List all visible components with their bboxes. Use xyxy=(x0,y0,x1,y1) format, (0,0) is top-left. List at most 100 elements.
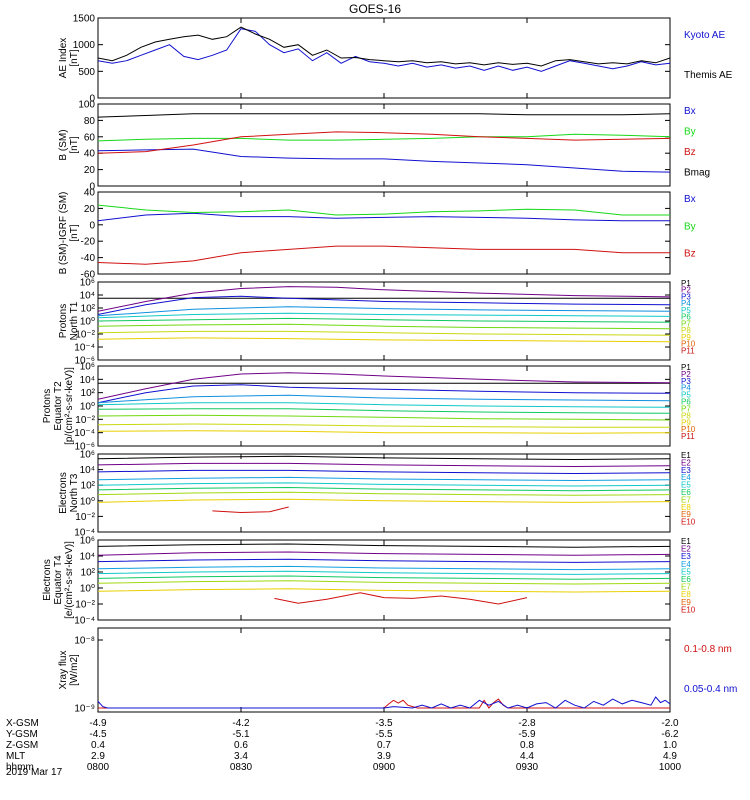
y-tick-label: 10⁻⁶ xyxy=(74,442,95,453)
series-line-E3 xyxy=(97,469,671,475)
y-tick-label: 10⁻⁹ xyxy=(74,704,95,715)
series-line-Bmag xyxy=(97,113,671,118)
series-line-P7 xyxy=(97,414,671,421)
panel-frame xyxy=(97,17,671,99)
legend-E6: E6 xyxy=(681,575,691,584)
y-tick-label: 10⁻² xyxy=(75,330,95,341)
panel-frame xyxy=(97,103,671,187)
y-tick-label: 40 xyxy=(84,188,96,199)
y-axis-label: Equator T2 xyxy=(53,381,64,431)
y-tick-label: 500 xyxy=(78,67,95,78)
series-line-Bx xyxy=(97,148,671,173)
y-tick-label: -20 xyxy=(81,237,96,248)
x-row-value: 2.9 xyxy=(91,751,105,762)
y-axis-label: [nT] xyxy=(69,49,80,66)
y-tick-label: 80 xyxy=(84,116,96,127)
series-line-Bz xyxy=(97,131,671,154)
y-axis-label: Electrons xyxy=(42,559,53,601)
x-row-value: -3.5 xyxy=(375,718,393,729)
x-row-value: 0.6 xyxy=(234,740,248,751)
series-line-P4 xyxy=(97,306,671,317)
panel-ae: 0 500 1000 1500 AE Index [nT] Kyoto AE Themis A… xyxy=(58,14,733,105)
y-axis-label: [p/(cm²-s-sr-keV)] xyxy=(64,367,75,445)
series-line-P8 xyxy=(97,423,670,428)
y-tick-label: 10⁻⁴ xyxy=(74,428,95,439)
series-line-E4 xyxy=(97,565,671,571)
legend-E4: E4 xyxy=(681,473,691,482)
y-tick-label: 10⁶ xyxy=(80,450,95,461)
legend-Bz: Bz xyxy=(684,147,696,158)
legend-E1: E1 xyxy=(681,451,691,460)
x-row-value: -4.5 xyxy=(89,729,107,740)
series-line-E8 xyxy=(97,498,671,503)
legend-E2: E2 xyxy=(681,545,691,554)
series-line-E2 xyxy=(97,462,671,468)
y-axis-label: [nT] xyxy=(69,224,80,241)
legend-Themis AE: Themis AE xyxy=(684,70,733,81)
x-row-value: 4.9 xyxy=(663,751,677,762)
y-tick-label: 10⁻⁴ xyxy=(74,528,95,539)
legend-Bx: Bx xyxy=(684,194,696,205)
y-tick-label: 10⁻² xyxy=(75,512,95,523)
x-row-value: -5.5 xyxy=(375,729,393,740)
legend-P6: P6 xyxy=(681,313,691,322)
plot-title: GOES-16 xyxy=(349,2,401,16)
panel-frame xyxy=(97,365,671,447)
series-line-E10 xyxy=(274,592,528,605)
legend-By: By xyxy=(684,127,696,138)
panel-bsm: 0 20 40 60 80 100 B (SM) [nT] Bx By Bz Bmag xyxy=(58,100,710,193)
series-line-Kyoto AE xyxy=(97,28,671,72)
x-row-value: -6.2 xyxy=(661,729,679,740)
x-row-value: 0830 xyxy=(230,762,253,773)
y-tick-label: 10⁴ xyxy=(80,552,95,563)
x-row-value: 0.4 xyxy=(91,740,105,751)
y-tick-label: 10⁰ xyxy=(80,317,95,328)
x-row-value: 1000 xyxy=(659,762,682,773)
series-line-By xyxy=(97,204,670,216)
x-row-label: Y-GSM xyxy=(6,729,38,740)
legend-P10: P10 xyxy=(681,340,696,349)
legend-E2: E2 xyxy=(681,458,691,467)
x-row-label: Z-GSM xyxy=(6,740,38,751)
y-tick-label: 10⁶ xyxy=(80,278,95,289)
x-row-value: 3.9 xyxy=(377,751,391,762)
legend-P5: P5 xyxy=(681,306,691,315)
legend-P8: P8 xyxy=(681,326,691,335)
series-line-P6 xyxy=(97,317,671,323)
x-row-value: -2.0 xyxy=(661,718,679,729)
x-row-value: -2.8 xyxy=(518,718,536,729)
series-line-P3 xyxy=(97,384,671,404)
series-line-P9 xyxy=(97,430,671,434)
series-line-Bz xyxy=(97,245,670,265)
legend-E8: E8 xyxy=(681,503,691,512)
y-tick-label: 10⁰ xyxy=(80,402,95,413)
y-tick-label: 20 xyxy=(84,165,96,176)
y-tick-label: 0 xyxy=(89,94,95,105)
legend-P7: P7 xyxy=(681,404,691,413)
series-line-P8 xyxy=(97,330,671,336)
y-tick-label: -40 xyxy=(81,253,96,264)
series-line-P5 xyxy=(97,312,671,319)
panel-frame xyxy=(97,281,671,361)
x-row-value: 3.4 xyxy=(234,751,248,762)
x-row-value: 0930 xyxy=(516,762,539,773)
series-line-Bx xyxy=(97,212,670,222)
legend-0.05-0.4 nm: 0.05-0.4 nm xyxy=(684,684,737,695)
legend-By: By xyxy=(684,221,696,232)
y-tick-label: 10² xyxy=(81,388,96,399)
y-tick-label: 20 xyxy=(84,204,96,215)
legend-P11: P11 xyxy=(681,346,695,355)
y-axis-label: Xray flux xyxy=(58,651,69,690)
y-tick-label: 10⁻² xyxy=(75,415,95,426)
legend-P4: P4 xyxy=(681,384,691,393)
x-row-value: -4.9 xyxy=(89,718,107,729)
legend-E8: E8 xyxy=(681,590,691,599)
legend-E7: E7 xyxy=(681,495,691,504)
y-axis-label: AE Index xyxy=(58,38,69,79)
legend-P10: P10 xyxy=(681,425,696,434)
y-tick-label: 10⁴ xyxy=(80,465,95,476)
legend-P6: P6 xyxy=(681,398,691,407)
y-tick-label: 10⁶ xyxy=(80,362,95,373)
y-tick-label: 10⁻⁴ xyxy=(74,343,95,354)
